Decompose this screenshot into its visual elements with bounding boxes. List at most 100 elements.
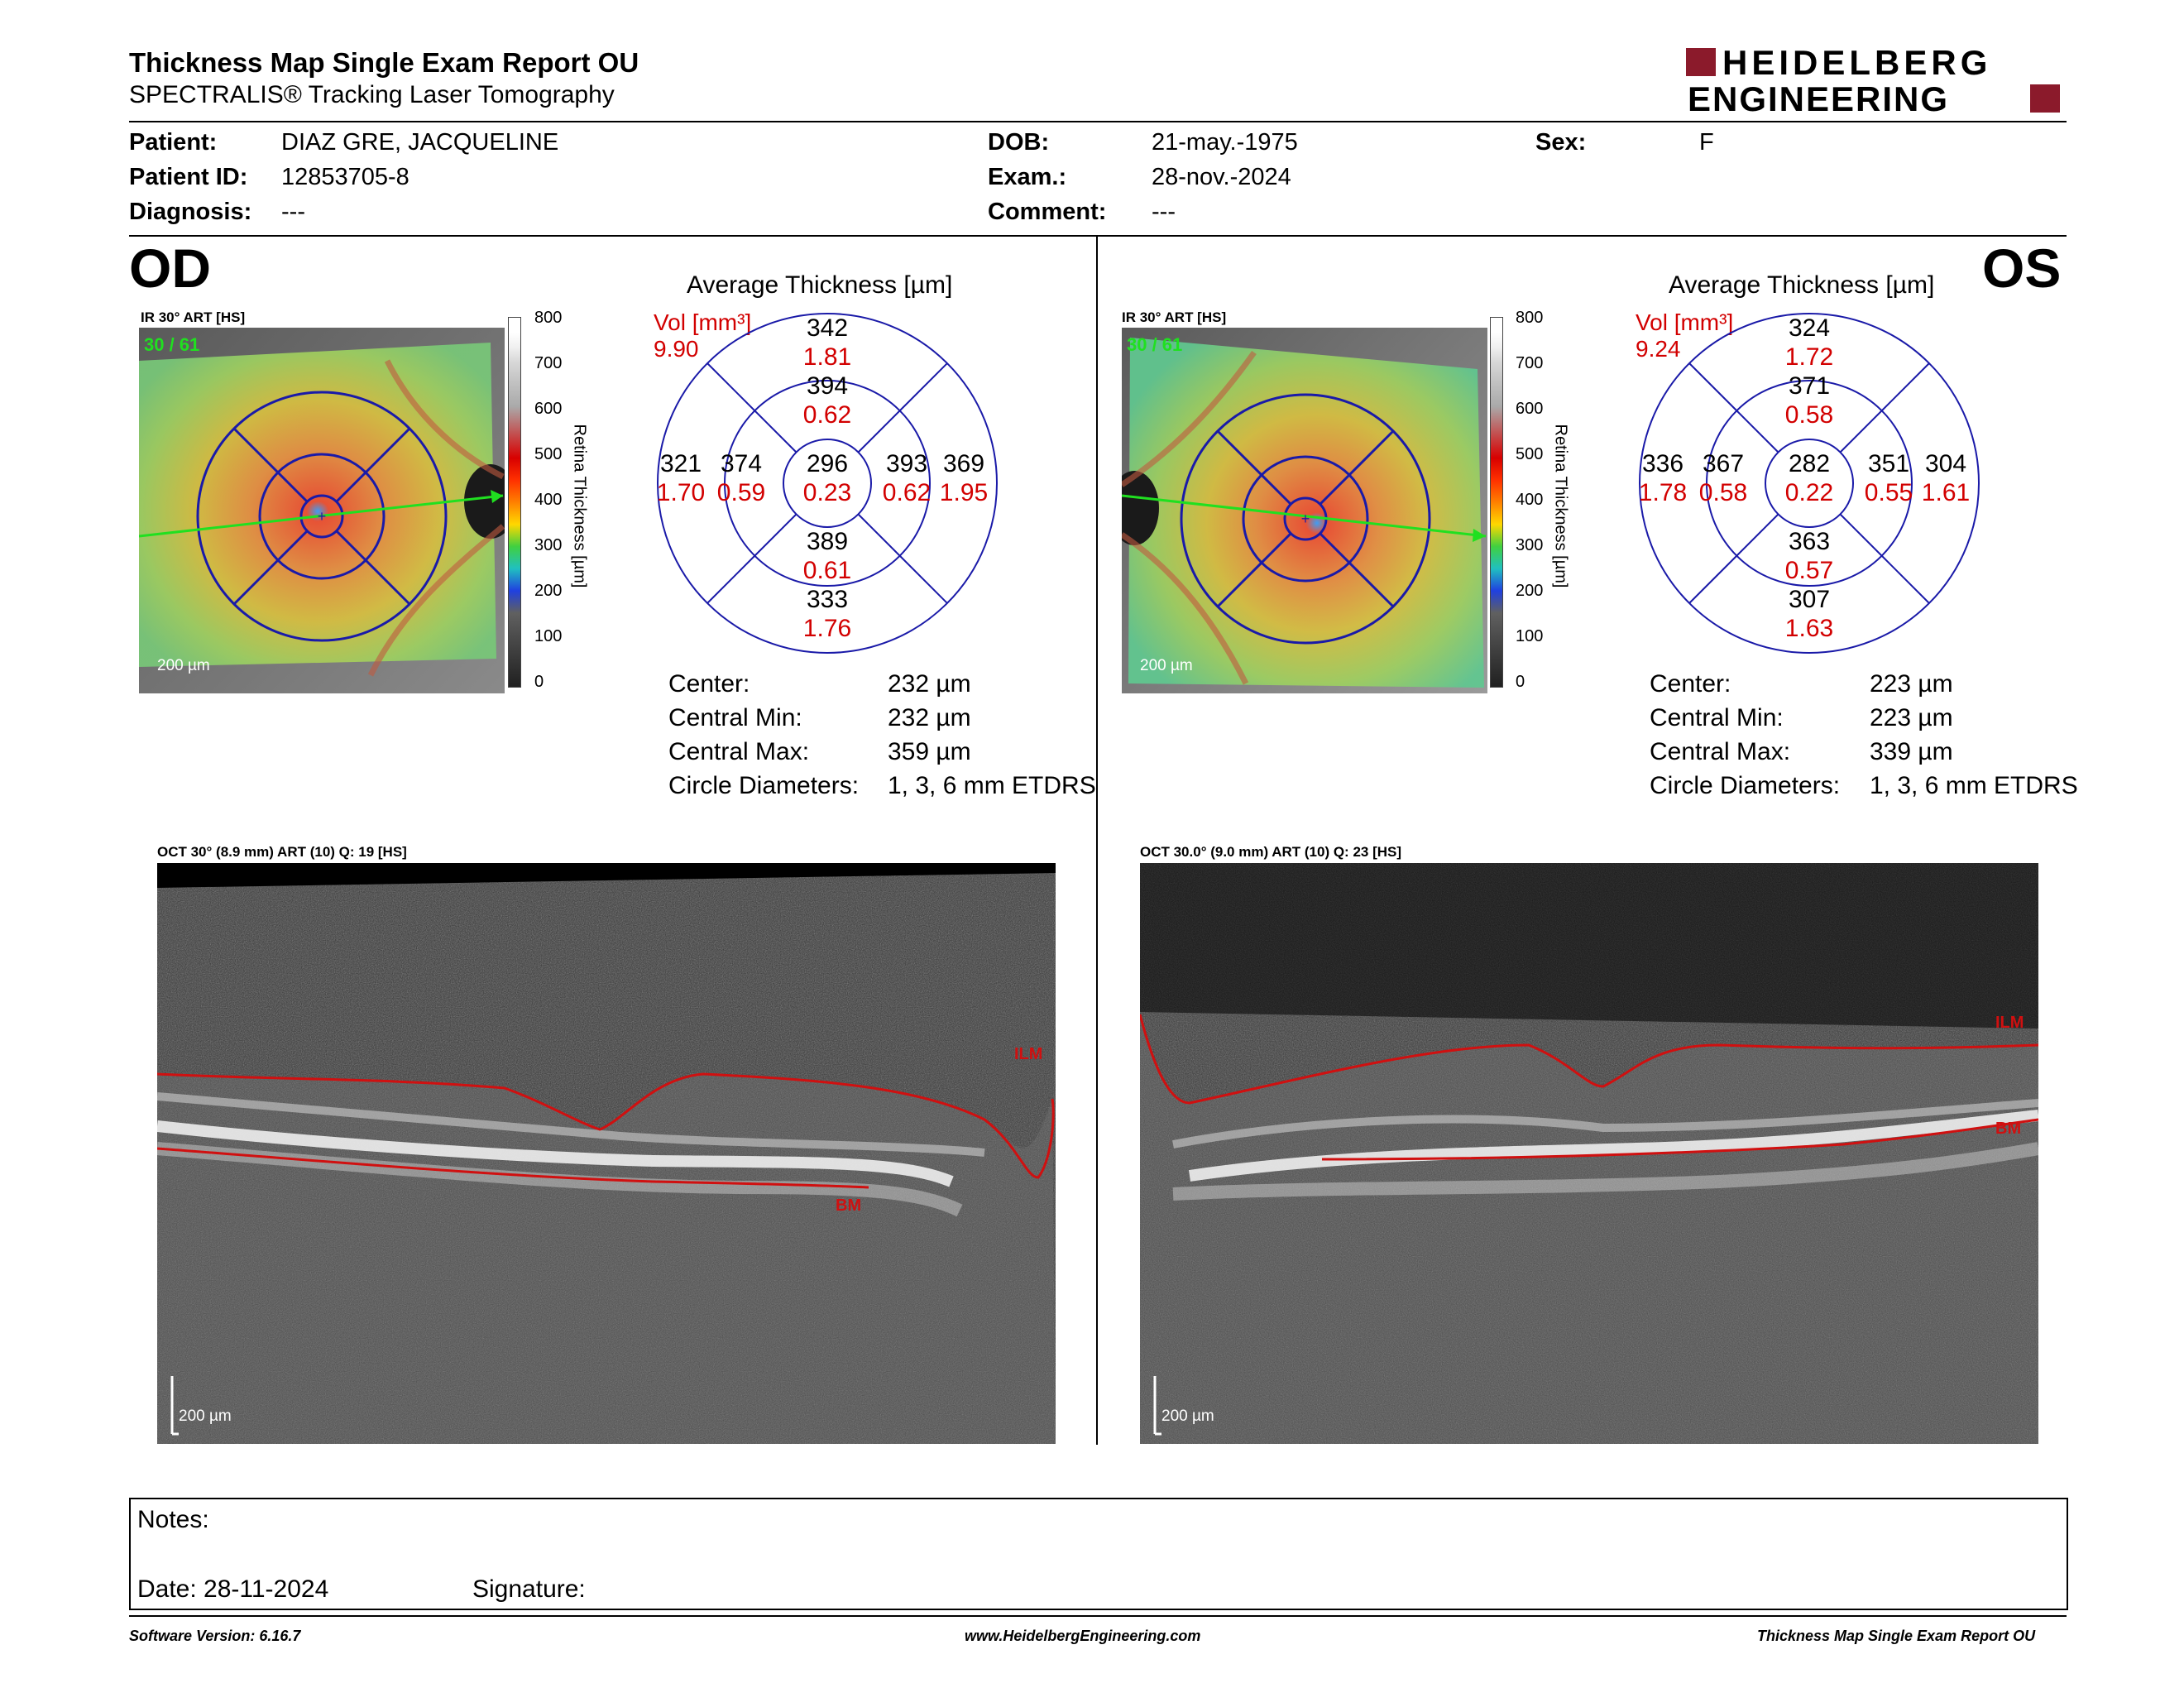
os-outer-left-volume: 1.78 (1638, 479, 1688, 506)
od-outer-superior-thickness: 342 (806, 314, 849, 342)
od-inner-right-volume: 0.62 (882, 479, 932, 506)
os-scale-tick: 0 (1516, 673, 1525, 691)
os-scale-tick: 200 (1516, 582, 1544, 600)
od-scale-tick: 300 (534, 536, 563, 554)
os-inner-left-thickness: 367 (1702, 450, 1745, 477)
od-scale-tick: 100 (534, 627, 563, 645)
os-scale-tick: 700 (1516, 354, 1544, 372)
od-stat-max-label: Central Max: (668, 738, 810, 765)
svg-text:+: + (318, 508, 327, 525)
os-inner-inferior-volume: 0.57 (1784, 557, 1834, 584)
os-etdrs-values: 324 1.72 371 0.58 336 1.78 367 0.58 282 … (1636, 309, 1983, 657)
od-stat-diam-value: 1, 3, 6 mm ETDRS (888, 772, 1096, 799)
od-bm-label: BM (836, 1196, 862, 1215)
notes-date: Date: 28-11-2024 (137, 1575, 329, 1603)
os-stat-diam-label: Circle Diameters: (1650, 772, 1841, 799)
od-etdrs-grid (657, 313, 998, 654)
os-inner-left-volume: 0.58 (1698, 479, 1748, 506)
od-center-volume: 0.23 (802, 479, 852, 506)
os-stat-min-value: 223 µm (1870, 704, 1953, 731)
os-thickness-map-image: + 30 / 61 200 µm (1122, 328, 1487, 693)
os-outer-superior-volume: 1.72 (1784, 343, 1834, 371)
os-scale-tick: 400 (1516, 491, 1544, 509)
logo-square-top (1686, 48, 1716, 76)
os-inner-inferior-thickness: 363 (1788, 528, 1831, 555)
os-scale-tick: 500 (1516, 445, 1544, 463)
od-scale-tick: 700 (534, 354, 563, 372)
od-ir-counter: 30 / 61 (144, 334, 200, 355)
os-ilm-label: ILM (1995, 1014, 2024, 1032)
diagnosis-label: Diagnosis: (129, 199, 252, 225)
os-volume-label: Vol [mm³] (1636, 309, 1734, 335)
patient-name: DIAZ GRE, JACQUELINE (281, 129, 559, 156)
os-ir-caption: IR 30° ART [HS] (1122, 309, 1227, 325)
od-scale-title: Retina Thickness [µm] (570, 424, 589, 588)
logo-text-bottom: ENGINEERING (1688, 79, 1950, 118)
od-scale-tick: 400 (534, 491, 563, 509)
notes-signature-label: Signature: (472, 1575, 586, 1603)
exam-label: Exam.: (988, 164, 1067, 190)
od-stat-max-value: 359 µm (888, 738, 971, 765)
od-scale-tick: 500 (534, 445, 563, 463)
sex-value: F (1699, 129, 1714, 156)
od-ilm-label: ILM (1014, 1045, 1043, 1063)
comment-label: Comment: (988, 199, 1107, 225)
od-inner-superior-thickness: 394 (806, 372, 849, 400)
od-stat-center-label: Center: (668, 670, 750, 698)
od-outer-inferior-volume: 1.76 (802, 615, 852, 642)
od-stat-diam-label: Circle Diameters: (668, 772, 860, 799)
od-eye-label: OD (129, 237, 211, 299)
od-scale-ticks: 800 700 600 500 400 300 200 100 0 (534, 309, 568, 698)
os-inner-superior-volume: 0.58 (1784, 401, 1834, 429)
od-center-thickness: 296 (806, 450, 849, 477)
os-inner-right-thickness: 351 (1867, 450, 1910, 477)
report-subtitle: SPECTRALIS® Tracking Laser Tomography (129, 81, 615, 108)
os-outer-left-thickness: 336 (1641, 450, 1684, 477)
od-ir-scale-label: 200 µm (157, 657, 210, 674)
od-thickness-map-image: + 30 / 61 200 µm (139, 328, 505, 693)
od-volume-label: Vol [mm³] (654, 309, 752, 335)
od-outer-right-volume: 1.95 (939, 479, 989, 506)
os-stat-min-label: Central Min: (1650, 704, 1784, 731)
os-volume-value: 9.24 (1636, 336, 1681, 362)
svg-text:+: + (1301, 511, 1310, 527)
os-ir-scale-label: 200 µm (1140, 657, 1193, 674)
os-scale-tick: 600 (1516, 400, 1544, 418)
header-rule-bottom (129, 235, 2067, 237)
os-avg-thickness-title: Average Thickness [µm] (1669, 271, 1935, 299)
od-inner-left-volume: 0.59 (716, 479, 766, 506)
od-scale-tick: 800 (534, 309, 563, 327)
od-inner-inferior-volume: 0.61 (802, 557, 852, 584)
patient-label: Patient: (129, 129, 218, 156)
od-scale-tick: 200 (534, 582, 563, 600)
sex-label: Sex: (1535, 129, 1587, 156)
od-stat-center-value: 232 µm (888, 670, 971, 698)
diagnosis-value: --- (281, 199, 305, 225)
od-oct-caption: OCT 30° (8.9 mm) ART (10) Q: 19 [HS] (157, 844, 407, 860)
od-inner-left-thickness: 374 (720, 450, 763, 477)
heidelberg-logo: HEIDELBERG ENGINEERING (1686, 43, 2067, 118)
logo-text-top: HEIDELBERG (1722, 43, 1992, 82)
od-inner-superior-volume: 0.62 (802, 401, 852, 429)
os-outer-right-thickness: 304 (1924, 450, 1967, 477)
od-etdrs-values: 342 1.81 394 0.62 321 1.70 374 0.59 296 … (654, 309, 1001, 657)
os-outer-right-volume: 1.61 (1921, 479, 1971, 506)
os-oct-scale-label: 200 µm (1161, 1407, 1214, 1425)
exam-value: 28-nov.-2024 (1152, 164, 1291, 190)
os-scale-tick: 100 (1516, 627, 1544, 645)
os-outer-inferior-thickness: 307 (1788, 586, 1831, 613)
footer-website-link[interactable]: www.HeidelbergEngineering.com (965, 1628, 1201, 1644)
os-ir-counter: 30 / 61 (1127, 334, 1183, 355)
od-ir-caption: IR 30° ART [HS] (141, 309, 246, 325)
os-stat-max-label: Central Max: (1650, 738, 1791, 765)
os-etdrs-grid (1639, 313, 1980, 654)
footer-rule (129, 1615, 2067, 1617)
os-color-scale-bar (1490, 317, 1503, 688)
dob-value: 21-may.-1975 (1152, 129, 1298, 156)
od-outer-left-volume: 1.70 (656, 479, 706, 506)
notes-box: Notes: Date: 28-11-2024 Signature: (129, 1498, 2068, 1610)
os-oct-caption: OCT 30.0° (9.0 mm) ART (10) Q: 23 [HS] (1140, 844, 1402, 860)
os-scale-ticks: 800 700 600 500 400 300 200 100 0 (1516, 309, 1549, 698)
od-scale-tick: 600 (534, 400, 563, 418)
os-inner-right-volume: 0.55 (1864, 479, 1913, 506)
